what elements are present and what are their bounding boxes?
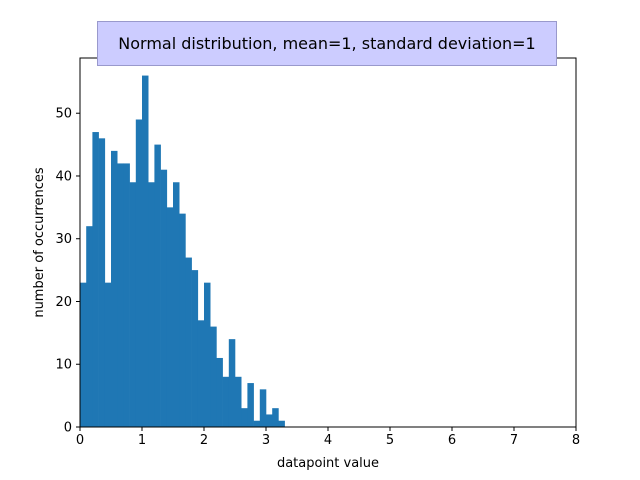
histogram-bar	[117, 163, 124, 427]
histogram-bar	[80, 282, 87, 427]
x-tick-label: 2	[200, 433, 208, 448]
histogram-bar	[210, 326, 217, 427]
histogram-bar	[241, 408, 248, 427]
histogram-bar	[278, 420, 285, 427]
x-tick-label: 6	[448, 433, 456, 448]
histogram-bar	[104, 282, 112, 427]
histogram-bar	[216, 357, 223, 427]
x-tick-label: 8	[572, 433, 580, 448]
y-axis-label: number of occurrences	[32, 167, 47, 318]
histogram-bar	[123, 163, 130, 427]
y-tick-label: 40	[55, 169, 72, 184]
x-tick-label: 1	[138, 433, 146, 448]
x-tick-label: 5	[386, 433, 394, 448]
histogram-bar	[185, 257, 192, 427]
histogram-bar	[86, 226, 93, 427]
histogram-bar	[191, 270, 199, 427]
histogram-bar	[259, 389, 267, 427]
histogram-bar	[111, 150, 118, 427]
histogram-bar	[129, 182, 137, 427]
histogram-bar	[179, 213, 186, 427]
histogram-bar	[160, 169, 168, 427]
y-tick-label: 20	[55, 295, 72, 310]
y-axis-ticks: 0 10 20 30 40 50	[55, 107, 80, 436]
histogram-bar	[166, 207, 174, 427]
x-tick-label: 7	[510, 433, 518, 448]
x-axis-label: datapoint value	[277, 456, 379, 471]
y-tick-label: 50	[55, 107, 72, 122]
histogram-bar	[148, 182, 155, 427]
histogram-bar	[253, 420, 261, 427]
histogram-bars	[80, 75, 285, 428]
histogram-bar	[154, 144, 161, 427]
histogram-bar	[228, 339, 236, 427]
histogram-bar	[222, 376, 230, 427]
x-tick-label: 0	[76, 433, 84, 448]
x-axis-ticks: 0 1 2 3 4 5 6 7 8	[76, 427, 580, 448]
histogram-bar	[135, 119, 143, 427]
chart-title: Normal distribution, mean=1, standard de…	[97, 21, 557, 66]
histogram-bar	[204, 282, 211, 427]
x-tick-label: 4	[324, 433, 332, 448]
histogram-bar	[173, 182, 180, 427]
histogram-bar	[235, 376, 242, 427]
histogram-bar	[247, 383, 254, 427]
x-tick-label: 3	[262, 433, 270, 448]
histogram-bar	[272, 408, 279, 427]
histogram-bar	[266, 414, 273, 427]
y-tick-label: 30	[55, 232, 72, 247]
histogram-bar	[142, 75, 149, 428]
histogram-bar	[98, 138, 106, 427]
histogram-bar	[92, 132, 99, 427]
y-tick-label: 10	[55, 358, 72, 373]
y-tick-label: 0	[64, 421, 72, 436]
histogram-bar	[197, 320, 205, 427]
